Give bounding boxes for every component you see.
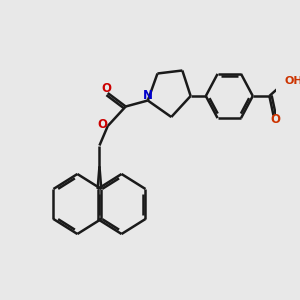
- Text: O: O: [98, 118, 108, 131]
- Text: O: O: [101, 82, 111, 95]
- Text: OH: OH: [284, 76, 300, 86]
- Text: N: N: [143, 89, 153, 103]
- Text: O: O: [270, 113, 280, 127]
